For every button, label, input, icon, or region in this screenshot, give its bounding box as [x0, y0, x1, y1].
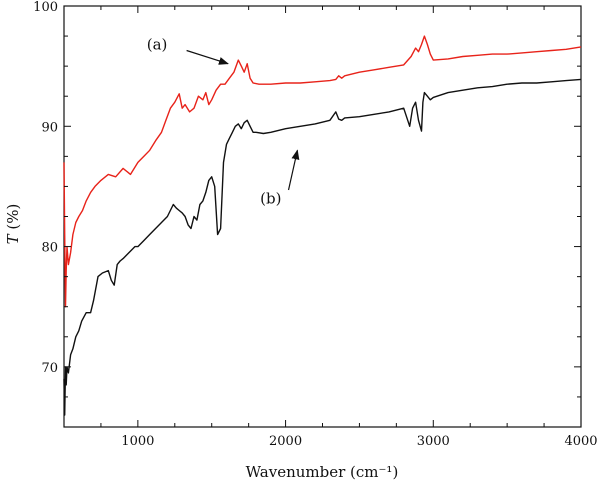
ticks-layer: 1000 2000 3000 4000 70 80 90 100: [33, 0, 597, 449]
x-tick-label: 4000: [564, 434, 597, 449]
y-axis-label-variable: T: [4, 233, 22, 244]
y-tick-label: 90: [41, 120, 58, 135]
x-tick-label: 1000: [121, 434, 154, 449]
y-axis-label: T (%): [4, 204, 22, 245]
annotation-arrow: [186, 49, 229, 65]
plot-area: [63, 5, 582, 428]
x-tick-label: 3000: [417, 434, 450, 449]
series-line-b: [63, 78, 582, 416]
y-axis-label-unit: (%): [4, 204, 22, 235]
y-tick-label: 70: [41, 361, 58, 376]
annotation-layer: (a) (b): [147, 35, 300, 207]
annotation-arrow: [287, 149, 300, 191]
x-axis-label: Wavenumber (cm⁻¹): [246, 463, 399, 481]
y-tick-label: 100: [33, 0, 58, 15]
y-tick-label: 80: [41, 241, 58, 256]
annotation-label: (b): [260, 189, 281, 207]
plot-frame: [63, 5, 582, 428]
series-line-a: [63, 35, 582, 308]
x-tick-label: 2000: [269, 434, 302, 449]
series-layer: [63, 35, 582, 416]
annotation-label: (a): [147, 35, 168, 53]
